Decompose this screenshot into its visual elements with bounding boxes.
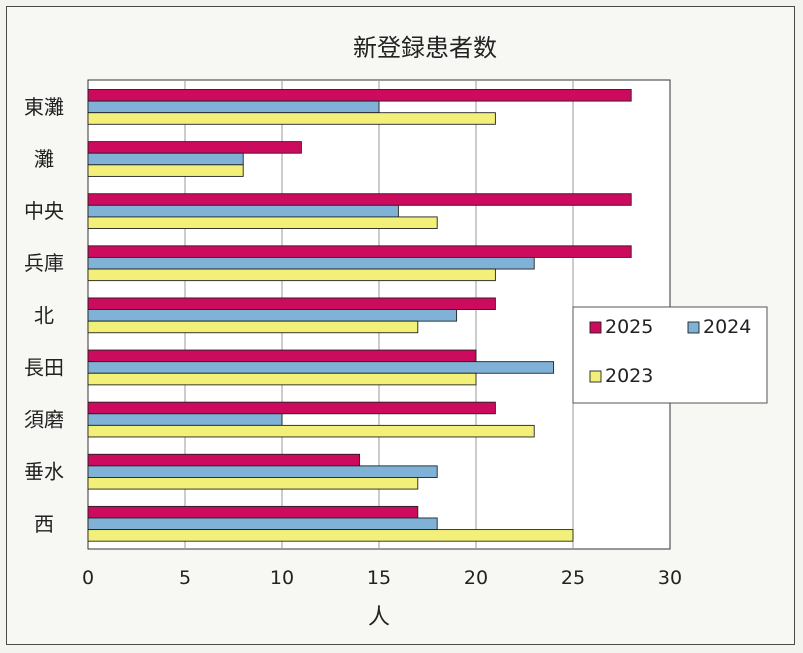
category-label: 西: [34, 512, 54, 536]
bar-2024-須磨: [87, 413, 283, 426]
x-tick-label: 20: [464, 567, 488, 589]
legend-label-2024: 2024: [703, 316, 751, 338]
x-tick-labels: 0 5 10 15 20 25 30: [82, 567, 682, 589]
bar-2023-長田: [87, 372, 477, 386]
x-tick-label: 25: [561, 567, 585, 589]
bar-2025-中央: [87, 193, 632, 206]
x-tick-label: 30: [658, 567, 682, 589]
bar-2025-灘: [87, 141, 302, 154]
category-label: 灘: [34, 147, 54, 171]
category-label: 兵庫: [24, 251, 64, 275]
legend: 2025 2024 2023: [572, 306, 768, 404]
bar-2023-灘: [87, 164, 244, 177]
bar-2025-兵庫: [87, 245, 632, 258]
bar-2023-垂水: [87, 477, 419, 490]
category-label: 須磨: [24, 408, 64, 432]
bar-2023-北: [87, 320, 419, 334]
x-tick-label: 10: [270, 567, 294, 589]
x-tick-label: 15: [367, 567, 391, 589]
x-axis-label: 人: [368, 605, 390, 630]
bar-2024-西: [87, 517, 438, 531]
bar-2023-須磨: [87, 424, 535, 438]
category-label: 北: [34, 303, 54, 327]
bar-2024-中央: [87, 204, 399, 218]
bar-2024-垂水: [87, 465, 438, 478]
x-tick-label: 0: [82, 567, 94, 589]
chart-title: 新登録患者数: [353, 34, 497, 62]
legend-label-2023: 2023: [605, 365, 653, 387]
bar-2024-灘: [87, 152, 244, 166]
bar-2024-北: [87, 309, 458, 322]
bar-2024-長田: [87, 361, 555, 374]
bar-2025-須磨: [87, 401, 496, 415]
bar-2025-東灘: [87, 89, 632, 102]
legend-box: [572, 306, 768, 404]
bar-2023-西: [87, 529, 574, 542]
bar-2025-長田: [87, 349, 477, 363]
bar-2023-東灘: [87, 112, 496, 125]
bar-2024-東灘: [87, 100, 380, 114]
category-label: 中央: [24, 199, 64, 223]
legend-label-2025: 2025: [605, 316, 653, 338]
bar-2023-中央: [87, 216, 438, 229]
category-label: 東灘: [24, 95, 64, 119]
category-label: 長田: [24, 355, 64, 379]
category-label: 垂水: [24, 460, 64, 484]
bar-2024-兵庫: [87, 256, 535, 270]
legend-swatch-2024: [687, 321, 700, 334]
bars: [87, 89, 632, 542]
bar-2025-北: [87, 297, 496, 310]
bar-2023-兵庫: [87, 268, 496, 282]
legend-swatch-2023: [589, 370, 602, 383]
legend-swatch-2025: [589, 321, 602, 334]
bar-2025-垂水: [87, 453, 361, 467]
x-tick-label: 5: [179, 567, 191, 589]
bar-2025-西: [87, 505, 419, 519]
